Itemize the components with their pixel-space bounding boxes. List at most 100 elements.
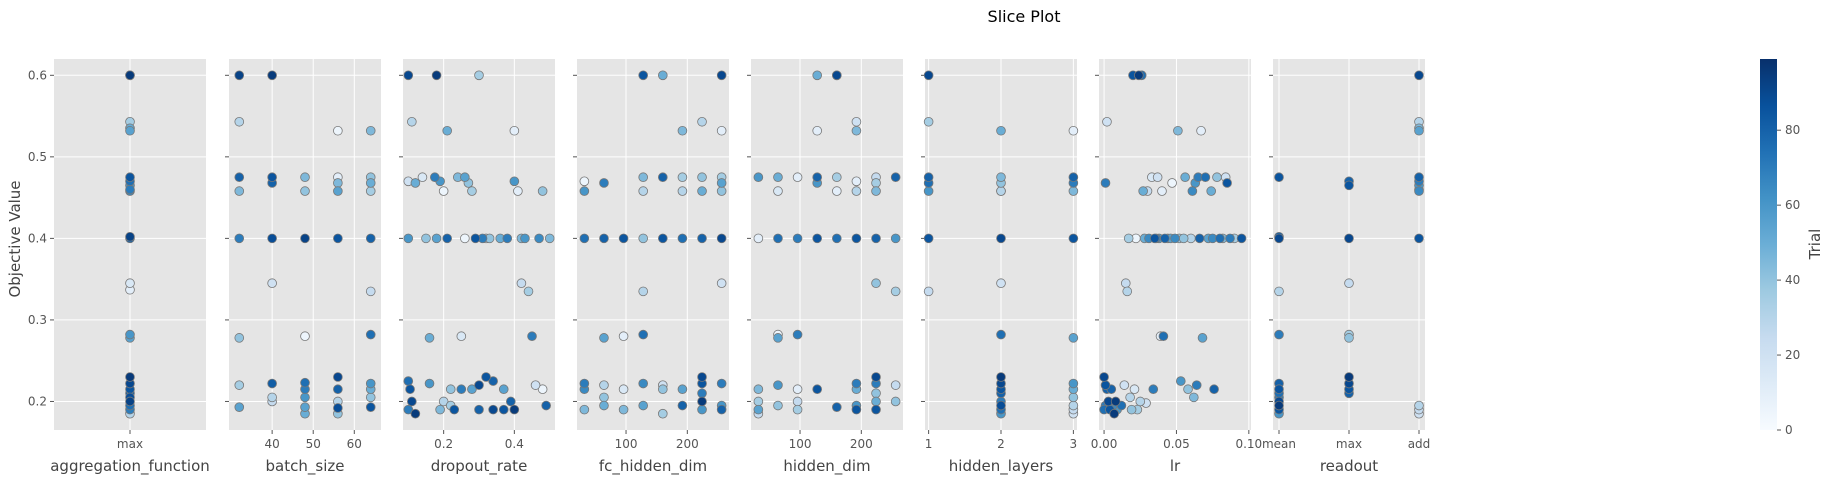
data-point (1344, 333, 1354, 343)
data-point (1344, 180, 1354, 191)
data-point (1134, 70, 1144, 81)
data-point (773, 186, 783, 196)
data-point (410, 408, 421, 419)
data-point (407, 116, 417, 127)
data-point (435, 404, 445, 415)
data-point (996, 400, 1006, 411)
data-point (773, 233, 783, 244)
data-point (890, 380, 901, 390)
colorbar-tick-label: 40 (1785, 273, 1800, 287)
data-point (658, 384, 668, 395)
data-point (1126, 404, 1137, 415)
x-tick-label: 100 (615, 437, 638, 451)
y-tick-label: 0.4 (28, 231, 47, 245)
colorbar-tick-label: 0 (1785, 423, 1793, 437)
data-point (1068, 333, 1079, 343)
colorbar-tick-label: 80 (1785, 123, 1800, 137)
data-point (509, 404, 520, 415)
data-point (1170, 233, 1180, 244)
data-point (697, 372, 707, 382)
data-point (851, 186, 862, 196)
data-point (1129, 384, 1140, 395)
data-point (579, 186, 590, 196)
data-point (996, 372, 1006, 382)
x-tick-label: 100 (789, 437, 812, 451)
data-point (1225, 233, 1235, 244)
data-point (832, 402, 842, 412)
panel-background (1099, 59, 1251, 430)
data-point (697, 233, 707, 244)
data-point (851, 125, 862, 136)
panel-background (577, 59, 729, 430)
colorbar: Trial 0 20 40 60 80 (1760, 59, 1824, 437)
data-point (716, 233, 727, 244)
panel-hidden-layers: 1 2 3 hidden_layers (921, 59, 1079, 476)
data-point (753, 384, 764, 395)
data-point (1099, 372, 1109, 382)
data-point (1068, 378, 1079, 389)
data-point (513, 186, 523, 196)
data-point (498, 404, 509, 415)
x-axis-label: hidden_layers (949, 457, 1054, 476)
data-point (534, 233, 544, 244)
data-point (697, 396, 707, 407)
x-axis-label: fc_hidden_dim (599, 457, 707, 476)
data-point (923, 233, 934, 244)
data-point (1100, 178, 1111, 188)
data-point (1068, 400, 1079, 411)
data-point (773, 400, 783, 411)
data-point (300, 233, 310, 244)
data-point (125, 396, 135, 407)
data-point (509, 125, 520, 136)
data-point (618, 331, 629, 342)
data-point (812, 125, 822, 136)
data-point (1160, 233, 1170, 244)
data-point (996, 329, 1006, 340)
data-point (812, 384, 822, 395)
data-point (125, 329, 135, 340)
data-point (1191, 380, 1202, 390)
data-point (599, 333, 609, 343)
data-point (716, 70, 727, 81)
data-point (658, 233, 668, 244)
data-point (333, 384, 343, 395)
data-point (1068, 186, 1079, 196)
data-point (1197, 333, 1208, 343)
data-point (1175, 376, 1186, 386)
data-point (996, 172, 1006, 183)
data-point (890, 233, 901, 244)
data-point (300, 186, 310, 196)
data-point (267, 378, 277, 389)
data-point (923, 286, 934, 297)
data-point (1068, 125, 1079, 136)
data-point (890, 286, 901, 297)
data-point (470, 233, 481, 244)
x-axis-label: lr (1170, 457, 1181, 475)
y-axis-label: Objective Value (6, 180, 24, 297)
data-point (125, 184, 135, 195)
data-point (1344, 372, 1354, 382)
data-point (1102, 116, 1112, 127)
chart-title: Slice Plot (988, 7, 1061, 26)
data-point (1119, 380, 1130, 390)
data-point (1414, 172, 1424, 183)
data-point (638, 70, 648, 81)
data-point (365, 178, 376, 188)
x-tick-label: 40 (264, 437, 279, 451)
data-point (1414, 70, 1424, 81)
data-point (638, 329, 648, 340)
data-point (537, 384, 548, 395)
x-tick-label: max (1336, 437, 1362, 451)
data-point (438, 396, 449, 407)
data-point (599, 392, 609, 403)
data-point (638, 378, 648, 389)
x-axis-label: readout (1320, 457, 1378, 475)
data-point (125, 70, 135, 81)
data-point (502, 233, 513, 244)
data-point (753, 233, 764, 244)
data-point (125, 372, 135, 382)
data-point (424, 378, 435, 389)
data-point (506, 396, 516, 407)
data-point (407, 396, 417, 407)
data-point (871, 396, 881, 407)
